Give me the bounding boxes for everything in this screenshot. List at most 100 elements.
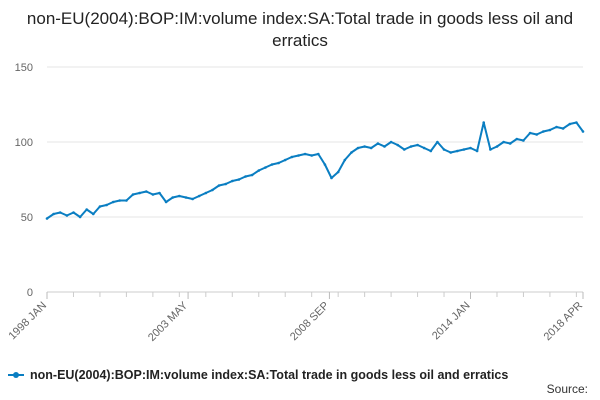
data-point	[581, 130, 585, 133]
series-group	[45, 121, 585, 220]
data-point	[72, 211, 75, 214]
legend-label: non-EU(2004):BOP:IM:volume index:SA:Tota…	[30, 368, 509, 382]
y-axis-ticks: 0 50 100 150	[15, 62, 33, 299]
data-point	[396, 143, 400, 147]
data-point	[290, 155, 294, 159]
data-point	[482, 121, 486, 124]
data-point	[264, 166, 267, 169]
y-tick-label: 150	[15, 62, 33, 74]
data-point	[125, 199, 128, 202]
data-point	[244, 175, 247, 178]
data-point	[555, 125, 558, 129]
data-point	[184, 196, 188, 199]
data-point	[403, 148, 406, 151]
y-tick-label: 50	[21, 212, 33, 224]
data-point	[502, 140, 505, 144]
data-point	[111, 200, 115, 204]
data-point	[522, 139, 525, 142]
data-point	[436, 140, 439, 144]
data-point	[330, 176, 333, 180]
data-point	[356, 146, 360, 150]
data-point	[277, 161, 280, 165]
data-point	[92, 212, 95, 216]
data-point	[283, 158, 287, 162]
series-line	[46, 121, 584, 220]
data-point	[191, 197, 194, 201]
data-point	[548, 128, 552, 132]
data-point	[85, 208, 88, 211]
data-point	[376, 142, 380, 145]
data-point	[383, 145, 386, 148]
data-point	[211, 188, 214, 192]
data-point	[151, 193, 155, 196]
data-point	[250, 173, 254, 177]
data-point	[178, 194, 181, 198]
data-point	[118, 199, 122, 202]
data-point	[416, 143, 419, 147]
data-point	[389, 140, 393, 144]
data-point	[469, 146, 472, 150]
data-point	[449, 151, 453, 154]
data-point	[508, 142, 512, 145]
data-point	[515, 137, 519, 141]
data-point	[52, 212, 55, 216]
data-point	[462, 148, 466, 151]
data-point	[45, 217, 49, 220]
source-text: Source:	[546, 382, 588, 396]
x-tick-label: 2018 APR	[542, 300, 586, 344]
data-point	[98, 205, 102, 208]
data-point	[561, 127, 565, 130]
x-tick-label: 2003 MAY	[146, 299, 191, 344]
data-point	[475, 149, 479, 153]
data-point	[78, 215, 82, 219]
data-point	[456, 149, 459, 153]
x-tick-label: 1998 JAN	[6, 300, 49, 343]
data-point	[231, 179, 234, 183]
data-point	[237, 178, 241, 181]
data-point	[350, 151, 353, 154]
data-point	[131, 193, 135, 196]
data-point	[297, 154, 300, 157]
data-point	[575, 121, 578, 124]
data-point	[105, 203, 108, 207]
data-point	[495, 145, 499, 148]
data-point	[224, 182, 227, 186]
chart-title: non-EU(2004):BOP:IM:volume index:SA:Tota…	[26, 9, 574, 50]
data-point	[197, 194, 201, 198]
data-point	[528, 131, 532, 135]
data-point	[217, 184, 221, 187]
data-point	[568, 122, 572, 126]
data-point	[145, 190, 148, 193]
data-point	[303, 152, 307, 156]
data-point	[65, 214, 69, 217]
data-point	[369, 146, 373, 150]
data-point	[323, 163, 327, 166]
data-point	[535, 133, 538, 136]
data-point	[257, 169, 261, 172]
data-point	[343, 158, 347, 162]
data-point	[164, 200, 168, 204]
data-point	[138, 191, 141, 195]
data-point	[422, 146, 426, 150]
legend[interactable]: non-EU(2004):BOP:IM:volume index:SA:Tota…	[8, 366, 508, 384]
data-point	[171, 196, 174, 199]
data-point	[542, 130, 545, 133]
x-tick-label: 2014 JAN	[430, 300, 473, 343]
y-tick-label: 0	[27, 287, 33, 299]
data-point	[442, 148, 446, 151]
x-tick-label: 2008 SEP	[288, 300, 332, 344]
data-point	[336, 170, 340, 174]
data-point	[489, 148, 492, 151]
data-point	[317, 152, 320, 156]
y-tick-label: 100	[15, 137, 33, 149]
data-point	[310, 154, 314, 157]
legend-line-marker-icon	[8, 370, 24, 380]
data-point	[158, 191, 161, 195]
data-point	[58, 211, 62, 214]
data-point	[409, 145, 413, 148]
data-point	[270, 163, 274, 166]
data-point	[363, 145, 366, 148]
data-point	[429, 149, 433, 153]
data-point	[204, 191, 208, 195]
